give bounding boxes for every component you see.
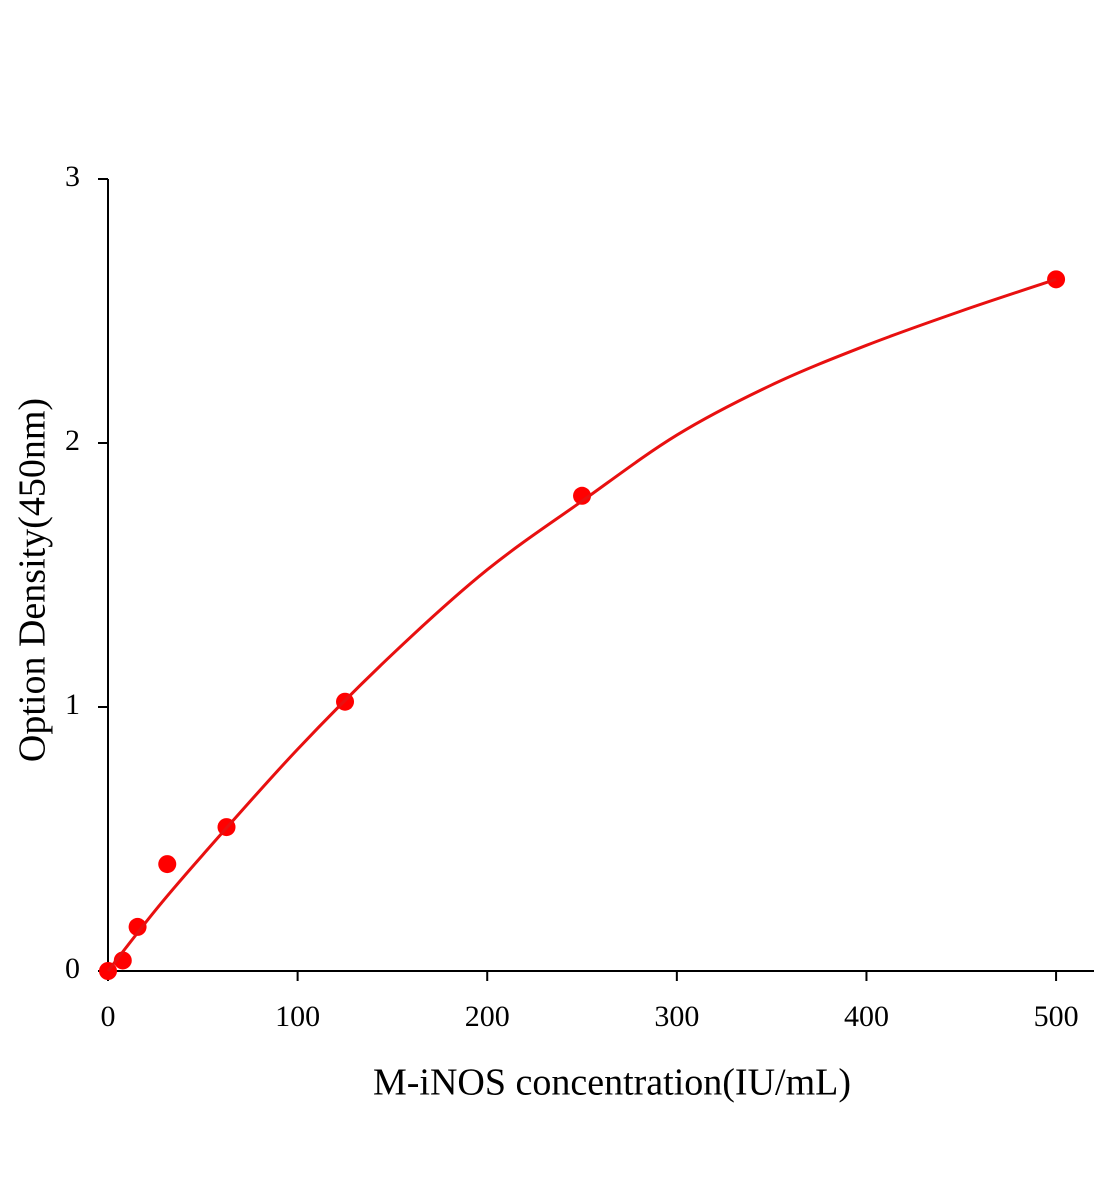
y-tick-label: 3 xyxy=(65,160,80,193)
x-axis-title: M-iNOS concentration(IU/mL) xyxy=(373,1062,851,1104)
fit-curve xyxy=(106,277,1057,972)
x-tick-label: 100 xyxy=(275,1000,320,1033)
x-tick-label: 200 xyxy=(465,1000,510,1033)
data-point xyxy=(573,486,592,505)
data-point xyxy=(158,855,177,874)
y-tick-label: 2 xyxy=(65,424,80,457)
y-tick-label: 1 xyxy=(65,688,80,721)
y-tick-label: 0 xyxy=(65,952,80,985)
x-tick-label: 400 xyxy=(844,1000,889,1033)
data-point xyxy=(128,917,147,936)
x-tick-label: 300 xyxy=(654,1000,699,1033)
x-tick-label: 500 xyxy=(1034,1000,1079,1033)
y-axis-title: Option Density(450nm) xyxy=(12,398,54,762)
x-tick-label: 0 xyxy=(101,1000,116,1033)
